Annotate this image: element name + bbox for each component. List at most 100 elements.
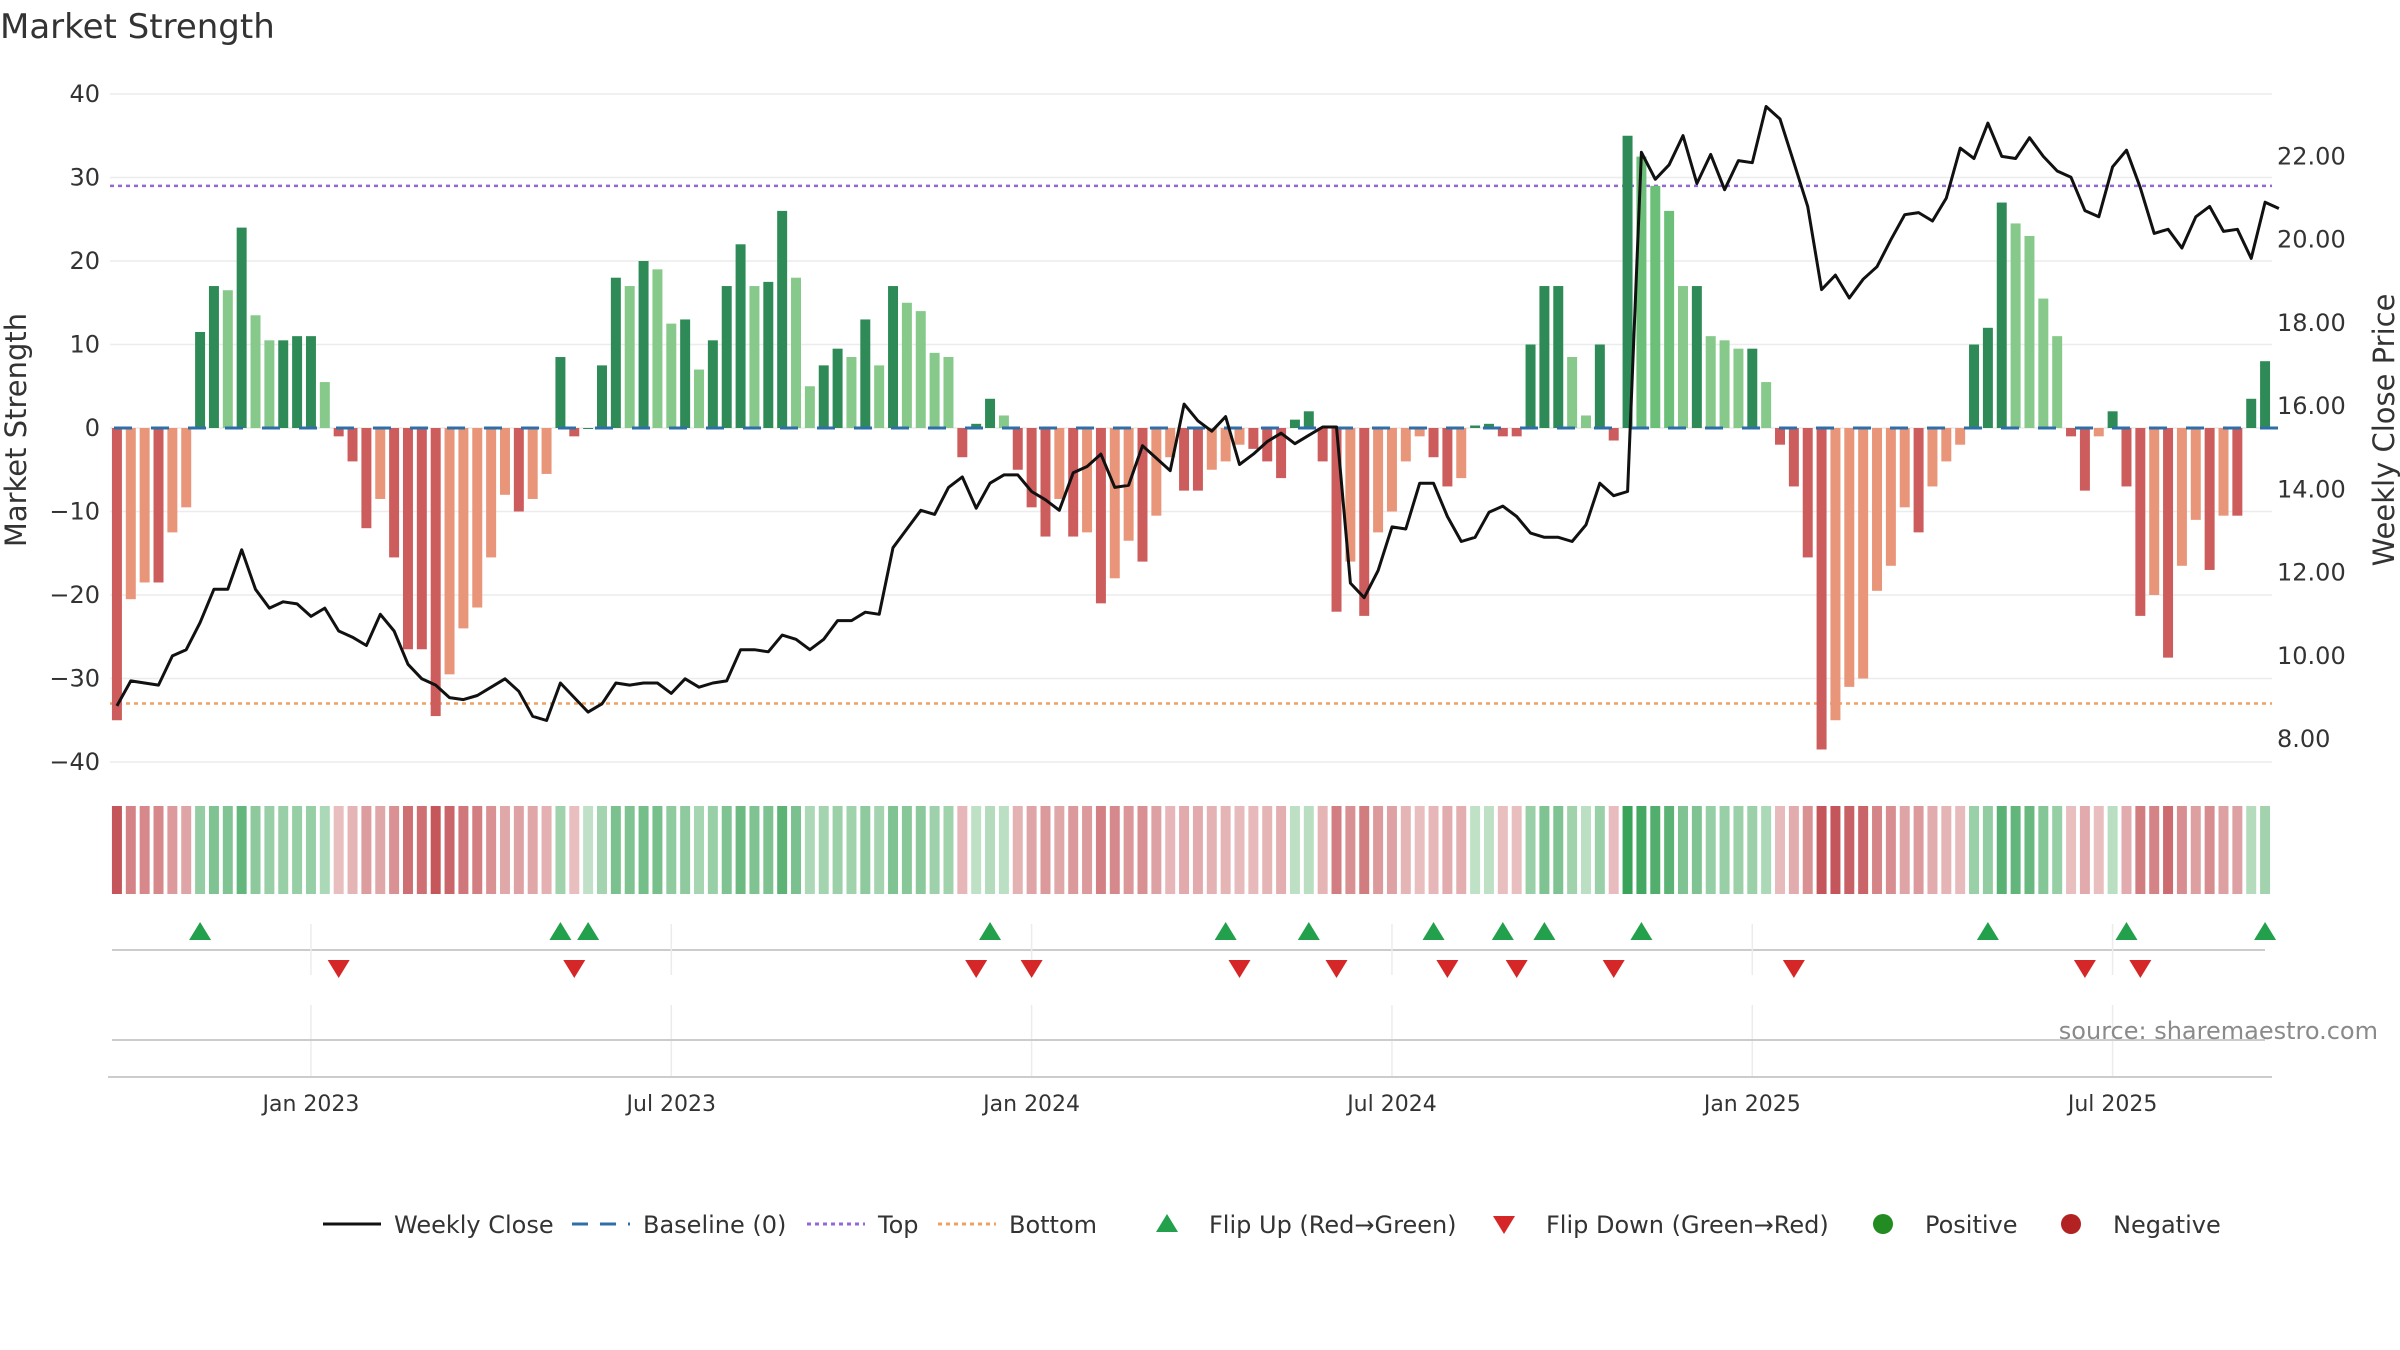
- heat-cell: [513, 806, 524, 894]
- flip-down-marker: [1782, 960, 1805, 978]
- heat-cell: [624, 806, 635, 894]
- strength-bar: [181, 428, 192, 508]
- heat-cell: [1719, 806, 1730, 894]
- strength-bar: [1525, 344, 1536, 428]
- strength-bar: [1747, 348, 1758, 428]
- strength-bar: [1109, 428, 1120, 579]
- strength-bar: [139, 428, 150, 583]
- strength-bar: [2260, 361, 2271, 428]
- strength-bar: [402, 428, 413, 650]
- heat-cell: [264, 806, 275, 894]
- legend-label: Positive: [1925, 1211, 2018, 1239]
- strength-bar: [1899, 428, 1910, 508]
- strength-bar: [1927, 428, 1938, 487]
- heat-cell: [1539, 806, 1550, 894]
- heat-cell: [1664, 806, 1675, 894]
- strength-bar: [2149, 428, 2160, 595]
- strength-bar: [1428, 428, 1439, 458]
- flip-up-marker: [2115, 922, 2138, 940]
- strength-bar: [513, 428, 524, 512]
- strength-bar: [583, 428, 594, 429]
- strength-bar: [1386, 428, 1397, 512]
- right-tick-label: 10.00: [2277, 642, 2346, 670]
- legend-label: Top: [877, 1211, 919, 1239]
- heat-cell: [2052, 806, 2063, 894]
- flip-markers: [189, 922, 2277, 978]
- strength-bar: [943, 357, 954, 428]
- strength-bar: [1775, 428, 1785, 445]
- heat-cell: [333, 806, 344, 894]
- strength-bar: [195, 331, 206, 428]
- heat-cell: [278, 806, 289, 894]
- heat-cell: [1525, 806, 1536, 894]
- strength-bar: [499, 428, 510, 495]
- heat-cell: [832, 806, 843, 894]
- heat-cell: [680, 806, 691, 894]
- heat-cell: [2163, 806, 2174, 894]
- heat-cell: [610, 806, 621, 894]
- strength-bar: [2246, 398, 2257, 428]
- heat-cell: [1747, 806, 1758, 894]
- strength-bar: [1373, 428, 1384, 533]
- strength-bar: [472, 428, 483, 608]
- strength-bar: [860, 319, 871, 428]
- strength-bar: [597, 365, 607, 428]
- strength-bar: [2190, 428, 2201, 520]
- heat-cell: [1678, 806, 1688, 894]
- legend-label: Baseline (0): [643, 1211, 786, 1239]
- heat-cell: [1691, 806, 1702, 894]
- heat-cell: [957, 806, 968, 894]
- heat-cell: [1068, 806, 1079, 894]
- heat-cell: [111, 806, 122, 894]
- right-tick-label: 20.00: [2277, 226, 2346, 254]
- flip-signal-panel: [112, 922, 2277, 978]
- strength-bar: [1830, 428, 1841, 721]
- heat-cell: [1165, 806, 1176, 894]
- heat-cell: [1012, 806, 1023, 894]
- strength-bar: [1068, 428, 1079, 537]
- flip-up-marker: [1976, 922, 1999, 940]
- right-tick-label: 12.00: [2277, 559, 2346, 587]
- strength-bar: [2218, 428, 2229, 516]
- heat-cell: [472, 806, 483, 894]
- heat-cell: [1996, 806, 2007, 894]
- strength-bar: [888, 286, 899, 428]
- heat-cell: [1192, 806, 1203, 894]
- left-tick-label: 0: [85, 414, 100, 442]
- triangle-up-icon: [1156, 1214, 1178, 1232]
- bottom-panel: source: sharemaestro.com Jan 2023 Jul 202…: [108, 1005, 2378, 1117]
- heat-cell: [804, 806, 815, 894]
- right-tick-label: 18.00: [2277, 309, 2346, 337]
- strength-bar: [1982, 327, 1993, 428]
- flip-up-marker: [1214, 922, 1237, 940]
- heat-cell: [1220, 806, 1231, 894]
- strength-bar: [347, 428, 358, 462]
- legend-item-positive: Positive: [1873, 1211, 2018, 1239]
- date-tick-label: Jan 2023: [261, 1092, 360, 1117]
- heat-cell: [915, 806, 926, 894]
- heat-cell: [985, 806, 996, 894]
- strength-bar: [2204, 428, 2215, 570]
- strength-bar: [361, 428, 372, 529]
- strength-bar: [1622, 135, 1633, 428]
- heat-cell: [208, 806, 219, 894]
- strength-bar: [1442, 428, 1453, 487]
- strength-bar: [957, 428, 968, 458]
- strength-bar: [1026, 428, 1037, 508]
- heat-cell: [1276, 806, 1287, 894]
- heat-cell: [1345, 806, 1356, 894]
- circle-icon: [2061, 1214, 2081, 1234]
- heat-cell: [1359, 806, 1370, 894]
- strength-bar: [1497, 428, 1508, 437]
- heat-cell: [1775, 806, 1785, 894]
- heat-cell: [2038, 806, 2049, 894]
- heat-cell: [1054, 806, 1065, 894]
- heat-cell: [1844, 806, 1855, 894]
- heat-cell: [527, 806, 538, 894]
- strength-bar: [735, 244, 746, 428]
- flip-down-marker: [1602, 960, 1625, 978]
- legend-label: Weekly Close: [394, 1211, 554, 1239]
- heat-cell: [1206, 806, 1217, 894]
- strength-bar: [1054, 428, 1065, 499]
